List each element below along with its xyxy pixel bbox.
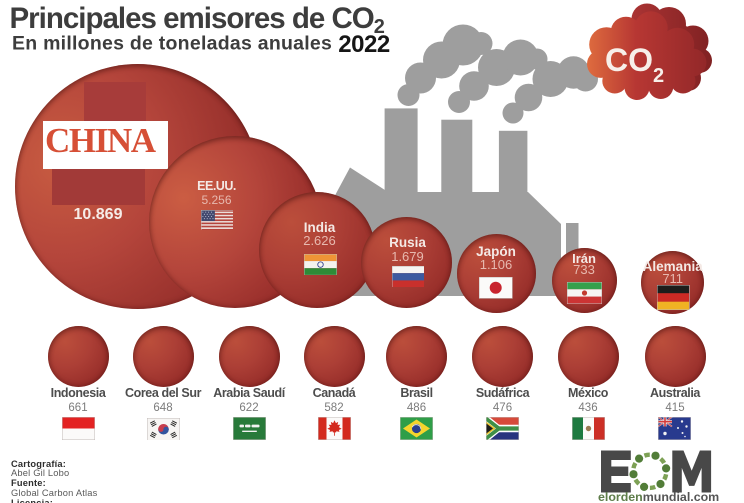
svg-text:elordenmundial.com: elordenmundial.com: [598, 490, 719, 503]
